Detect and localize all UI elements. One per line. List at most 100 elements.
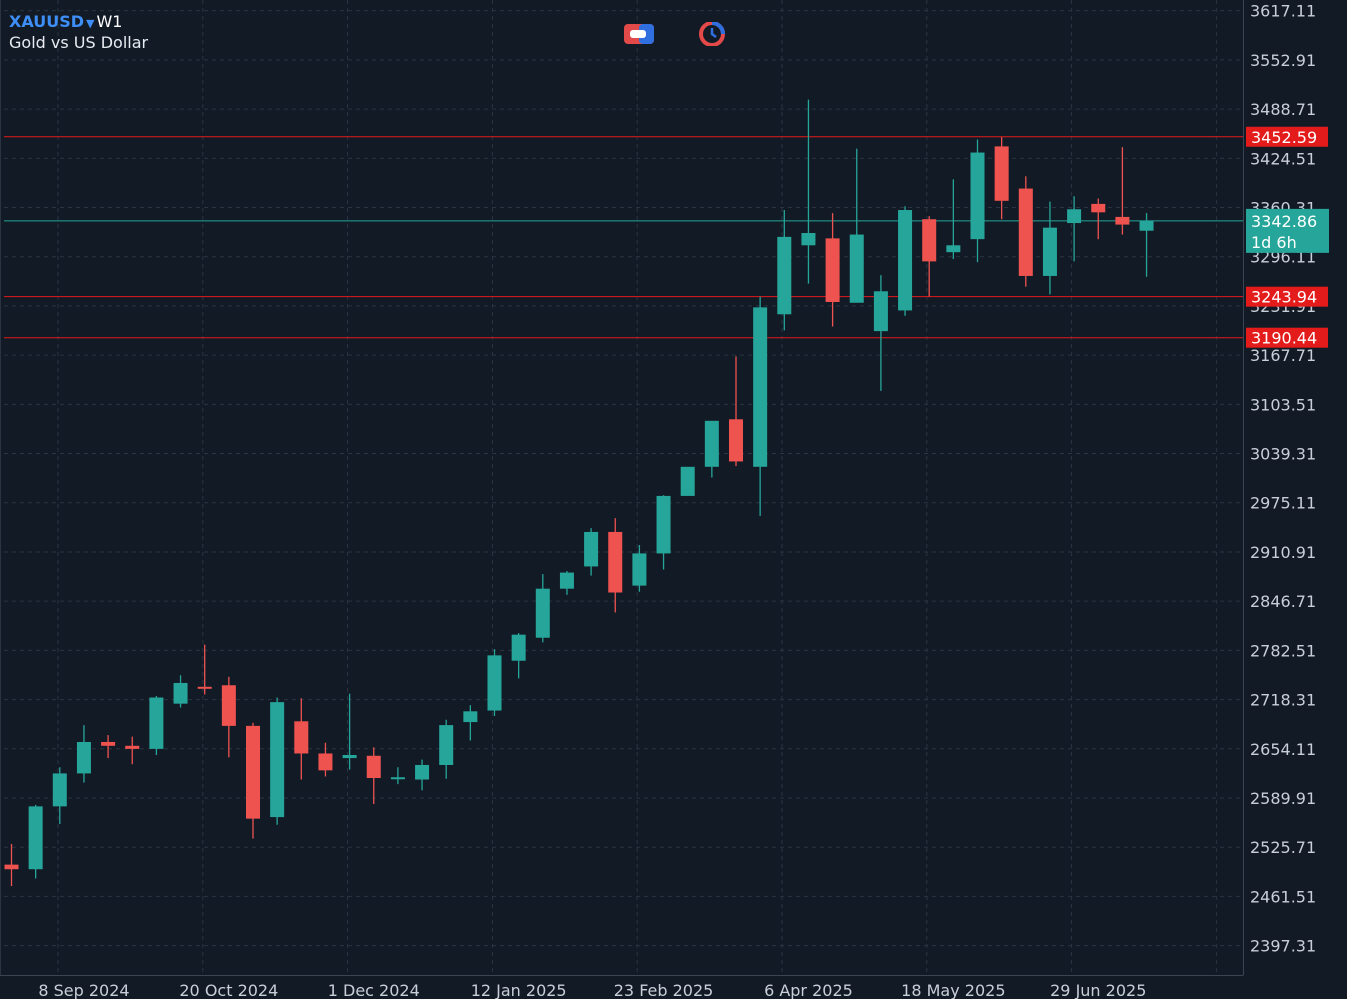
level-price-tag (1246, 286, 1328, 307)
level-price-tag-label: 3190.44 (1251, 329, 1317, 348)
timeframe-label[interactable]: W1 (96, 12, 123, 31)
candle-body (1115, 216, 1130, 225)
candle (1067, 196, 1082, 262)
candle (559, 571, 574, 595)
candle-body (777, 236, 792, 315)
date-tick-label: 18 May 2025 (901, 981, 1005, 999)
price-axis: 3617.113552.913488.713424.513360.313296.… (0, 0, 1316, 976)
market-watch-clock-icon[interactable] (696, 21, 728, 47)
candle-body (318, 753, 333, 771)
candle (246, 722, 260, 839)
candle (1091, 198, 1106, 240)
candle (149, 695, 164, 756)
candles (4, 99, 1154, 887)
candle-body (173, 682, 188, 704)
candle-body (101, 741, 116, 746)
candle-body (511, 634, 526, 661)
candle-body (439, 725, 454, 765)
plot-area[interactable] (4, 0, 1243, 975)
chart-header: XAUUSD ▼ W1 Gold vs US Dollar (9, 12, 148, 52)
candle-body (1067, 209, 1082, 224)
candle-body (849, 234, 864, 303)
current-price-tag-label: 3342.86 (1251, 212, 1317, 231)
candle-body (270, 702, 285, 818)
price-tick-label: 3488.71 (1250, 100, 1316, 119)
candle (801, 99, 816, 284)
candle-body (4, 864, 19, 870)
candle (1115, 147, 1130, 235)
candle (1139, 213, 1154, 277)
candle (4, 843, 19, 887)
price-tags: 3452.59 3243.94 3190.44 3342.86 1d 6h (1246, 126, 1329, 348)
candle-body (729, 419, 743, 462)
price-tick-label: 3039.31 (1250, 445, 1316, 464)
candle-body (1139, 220, 1154, 231)
candle-body (584, 531, 599, 567)
candle (342, 693, 357, 770)
price-tick-label: 2397.31 (1250, 937, 1316, 956)
candle (1018, 176, 1033, 287)
candle-body (221, 685, 236, 726)
candle (511, 633, 526, 679)
symbol-name[interactable]: XAUUSD (9, 12, 85, 31)
price-tick-label: 2718.31 (1250, 691, 1316, 710)
candle-body (1042, 227, 1057, 276)
current-price-tag (1246, 208, 1329, 253)
candle (946, 179, 961, 260)
candle (656, 495, 671, 570)
price-tick-label: 3617.11 (1250, 2, 1316, 21)
candle-body (922, 219, 937, 262)
candle-body (125, 745, 140, 749)
candle-body (656, 495, 671, 554)
candle (366, 747, 381, 805)
one-click-trading-icon[interactable] (623, 22, 655, 46)
candle (101, 735, 116, 759)
candle (487, 649, 502, 716)
candle (970, 139, 985, 263)
price-tick-label: 2461.51 (1250, 887, 1316, 906)
chart-grid (4, 0, 1243, 975)
candle (270, 697, 285, 825)
price-tick-label: 3103.51 (1250, 395, 1316, 414)
candle (680, 466, 695, 496)
price-tick-label: 3167.71 (1250, 346, 1316, 365)
date-tick-label: 6 Apr 2025 (764, 981, 853, 999)
candle (125, 736, 140, 765)
candle (849, 148, 864, 303)
symbol-dropdown-icon[interactable]: ▼ (86, 17, 95, 30)
candle (777, 210, 792, 331)
candle-body (76, 741, 91, 774)
price-tick-label: 2846.71 (1250, 592, 1316, 611)
candle-body (680, 466, 695, 496)
candle-body (52, 773, 67, 807)
candle (318, 742, 333, 777)
level-price-tag-label: 3452.59 (1251, 128, 1317, 147)
candle-body (801, 233, 816, 246)
candle-body (632, 553, 647, 586)
candle (76, 725, 91, 783)
candle (608, 518, 623, 613)
date-tick-label: 29 Jun 2025 (1050, 981, 1146, 999)
candle (704, 420, 719, 478)
candle-body (946, 245, 961, 253)
candle-body (366, 755, 381, 779)
candle-body (559, 572, 574, 589)
candle-body (149, 697, 164, 749)
price-tick-label: 2910.91 (1250, 543, 1316, 562)
candle (584, 528, 599, 576)
candle (415, 759, 430, 791)
price-tick-label: 2589.91 (1250, 789, 1316, 808)
price-tick-label: 2975.11 (1250, 494, 1316, 513)
price-tick-label: 2525.71 (1250, 838, 1316, 857)
candle-countdown-label: 1d 6h (1251, 233, 1297, 252)
candle (221, 676, 236, 758)
candle-body (994, 146, 1009, 201)
date-tick-label: 12 Jan 2025 (471, 981, 567, 999)
candle (463, 705, 478, 741)
candle (173, 675, 188, 708)
candle-body (898, 210, 913, 311)
candle-body (294, 721, 309, 754)
candle-body (753, 307, 768, 467)
candle (922, 216, 937, 297)
